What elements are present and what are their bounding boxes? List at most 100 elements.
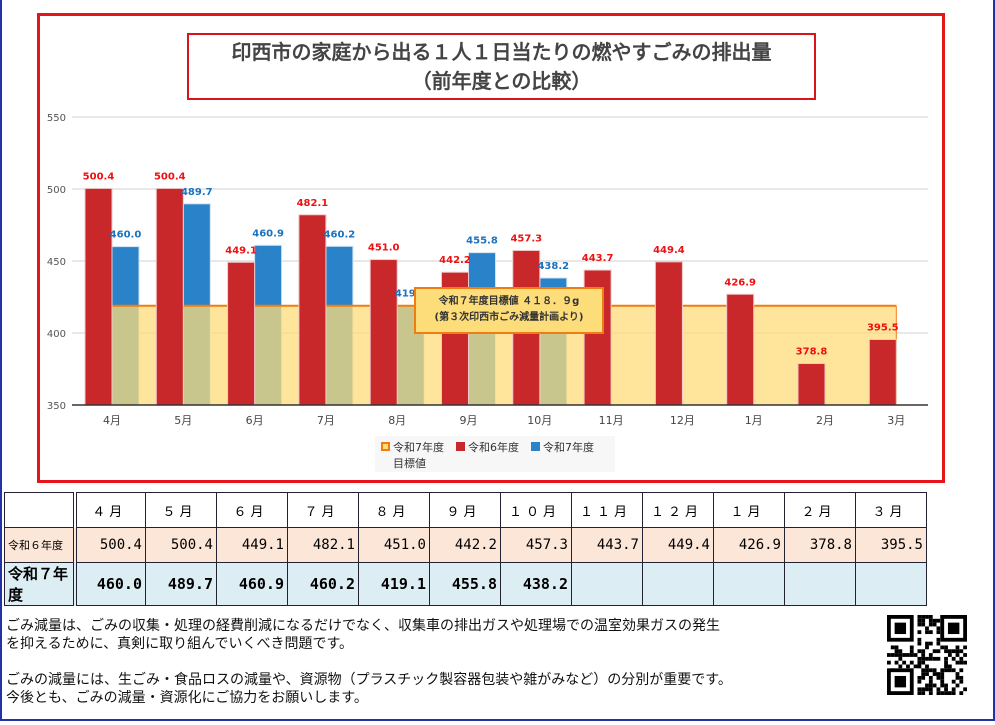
data-label-r6: 449.4 xyxy=(653,245,685,256)
legend-label: 目標値 xyxy=(393,457,426,470)
target-note-line2: (第３次印西市ごみ減量計画より) xyxy=(434,312,584,323)
data-label-r7: 489.7 xyxy=(181,187,213,198)
table-cell: １月 xyxy=(713,492,785,528)
table-cell: 500.4 xyxy=(74,527,146,563)
notes: ごみ減量は、ごみの収集・処理の経費削減になるだけでなく、収集車の排出ガスや処理場… xyxy=(6,617,732,725)
legend-label: 令和7年度 xyxy=(393,441,444,454)
data-label-r6: 482.1 xyxy=(297,198,329,209)
note-text: ごみ減量は、ごみの収集・処理の経費削減になるだけでなく、収集車の排出ガスや処理場… xyxy=(6,618,720,634)
x-tick-label: 4月 xyxy=(103,414,121,427)
table-cell: １２月 xyxy=(642,492,714,528)
table-cell: 460.0 xyxy=(74,562,146,606)
data-label-r7: 419.1 xyxy=(395,288,427,299)
x-tick-label: 5月 xyxy=(174,414,192,427)
legend-swatch xyxy=(456,442,465,451)
x-tick-label: 1月 xyxy=(745,414,763,427)
bar-chart: 350 400 450 500 550 500.4 460.0 4月 500.4 489.7 5月 4… xyxy=(47,113,928,427)
table-cell: ６月 xyxy=(216,492,288,528)
legend-swatch xyxy=(531,442,540,451)
y-tick-label: 500 xyxy=(47,185,66,196)
row-label: 令和７年度 xyxy=(4,562,77,606)
table-cell xyxy=(571,562,643,606)
chart-frame xyxy=(37,13,945,483)
table-cell: １０月 xyxy=(500,492,572,528)
y-tick-label: 400 xyxy=(47,329,66,340)
table-cell: 378.8 xyxy=(784,527,856,563)
target-note-line1: 令和７年度目標値 ４１８．９g xyxy=(438,296,580,307)
x-tick-label: 2月 xyxy=(816,414,834,427)
data-label-r7: 438.2 xyxy=(537,261,569,272)
table-cell: 451.0 xyxy=(358,527,430,563)
table-cell: 455.8 xyxy=(429,562,501,606)
bar-r6 xyxy=(84,187,113,406)
table-cell: ２月 xyxy=(784,492,856,528)
table-cell: 457.3 xyxy=(500,527,572,563)
table-row-r7: 令和７年度 460.0 489.7 460.9 460.2 419.1 455.8 438.2 xyxy=(4,562,927,606)
table-cell xyxy=(642,562,714,606)
x-tick-label: 7月 xyxy=(317,414,335,427)
note-text: 今後とも、ごみの減量・資源化にご協力をお願いします。 xyxy=(6,690,368,706)
table-cell: 442.2 xyxy=(429,527,501,563)
data-label-r6: 451.0 xyxy=(368,243,400,254)
data-label-r6: 500.4 xyxy=(83,171,115,182)
chart-title-box: 印西市の家庭から出る１人１日当たりの燃やすごみの排出量 （前年度との比較） xyxy=(187,33,816,100)
table-cell: 419.1 xyxy=(358,562,430,606)
table-cell: 489.7 xyxy=(145,562,217,606)
table-cell: ４月 xyxy=(74,492,146,528)
table-cell: 438.2 xyxy=(500,562,572,606)
data-label-r6: 378.8 xyxy=(796,347,828,358)
data-label-r7: 455.8 xyxy=(466,236,498,247)
table-cell: ３月 xyxy=(855,492,927,528)
table-cell: 449.1 xyxy=(216,527,288,563)
table-cell: 460.2 xyxy=(287,562,359,606)
x-tick-label: 6月 xyxy=(246,414,264,427)
legend-item-r6: 令和6年度 xyxy=(456,439,519,469)
bar-r6 xyxy=(298,214,327,406)
legend-swatch xyxy=(381,442,390,451)
legend: 令和7年度目標値 令和6年度 令和7年度 xyxy=(375,436,615,472)
target-annotation: 令和７年度目標値 ４１８．９g (第３次印西市ごみ減量計画より) xyxy=(414,287,604,334)
x-tick-label: 9月 xyxy=(460,414,478,427)
table-cell xyxy=(713,562,785,606)
y-tick-label: 450 xyxy=(47,257,66,268)
chart-subtitle: （前年度との比較） xyxy=(411,69,592,93)
x-tick-label: 3月 xyxy=(887,414,905,427)
row-label: 令和６年度 xyxy=(4,527,77,563)
table-row-r6: 令和６年度 500.4 500.4 449.1 482.1 451.0 442.2 457.3… xyxy=(4,527,927,563)
table-cell: 443.7 xyxy=(571,527,643,563)
table-header-row: ４月 ５月 ６月 ７月 ８月 ９月 １０月 １１月 １２月 １月 ２月 ３月 xyxy=(4,492,927,528)
legend-label: 令和7年度 xyxy=(543,441,594,454)
data-label-r6: 426.9 xyxy=(724,277,756,288)
table-cell: 482.1 xyxy=(287,527,359,563)
data-label-r7: 460.0 xyxy=(110,230,142,241)
table-cell xyxy=(855,562,927,606)
table-cell: ７月 xyxy=(287,492,359,528)
data-label-r7: 460.9 xyxy=(252,228,284,239)
table-cell: １１月 xyxy=(571,492,643,528)
data-table: ４月 ５月 ６月 ７月 ８月 ９月 １０月 １１月 １２月 １月 ２月 ３月 令和６年度 500.4 50… xyxy=(4,492,927,606)
legend-item-r7: 令和7年度 xyxy=(531,439,594,469)
bar-r6 xyxy=(227,261,256,406)
table-cell: ８月 xyxy=(358,492,430,528)
x-tick-label: 12月 xyxy=(670,414,695,427)
data-label-r7: 460.2 xyxy=(324,229,356,240)
chart-title: 印西市の家庭から出る１人１日当たりの燃やすごみの排出量 xyxy=(231,40,772,64)
table-cell: ９月 xyxy=(429,492,501,528)
data-label-r6: 457.3 xyxy=(510,233,542,244)
data-label-r6: 500.4 xyxy=(154,171,186,182)
data-label-r6: 395.5 xyxy=(867,322,899,333)
table-cell xyxy=(784,562,856,606)
data-label-r6: 443.7 xyxy=(582,253,614,264)
x-tick-label: 10月 xyxy=(527,414,552,427)
table-cell: 395.5 xyxy=(855,527,927,563)
y-tick-label: 550 xyxy=(47,113,66,124)
y-tick-label: 350 xyxy=(47,401,66,412)
bar-r6 xyxy=(797,363,826,406)
table-cell: ５月 xyxy=(145,492,217,528)
bar-r6 xyxy=(726,293,755,406)
legend-item-target: 令和7年度目標値 xyxy=(381,439,444,470)
bar-r6 xyxy=(155,187,184,406)
qr-code[interactable] xyxy=(887,615,967,695)
bar-r6 xyxy=(654,261,683,406)
data-label-r6: 442.2 xyxy=(439,255,471,266)
